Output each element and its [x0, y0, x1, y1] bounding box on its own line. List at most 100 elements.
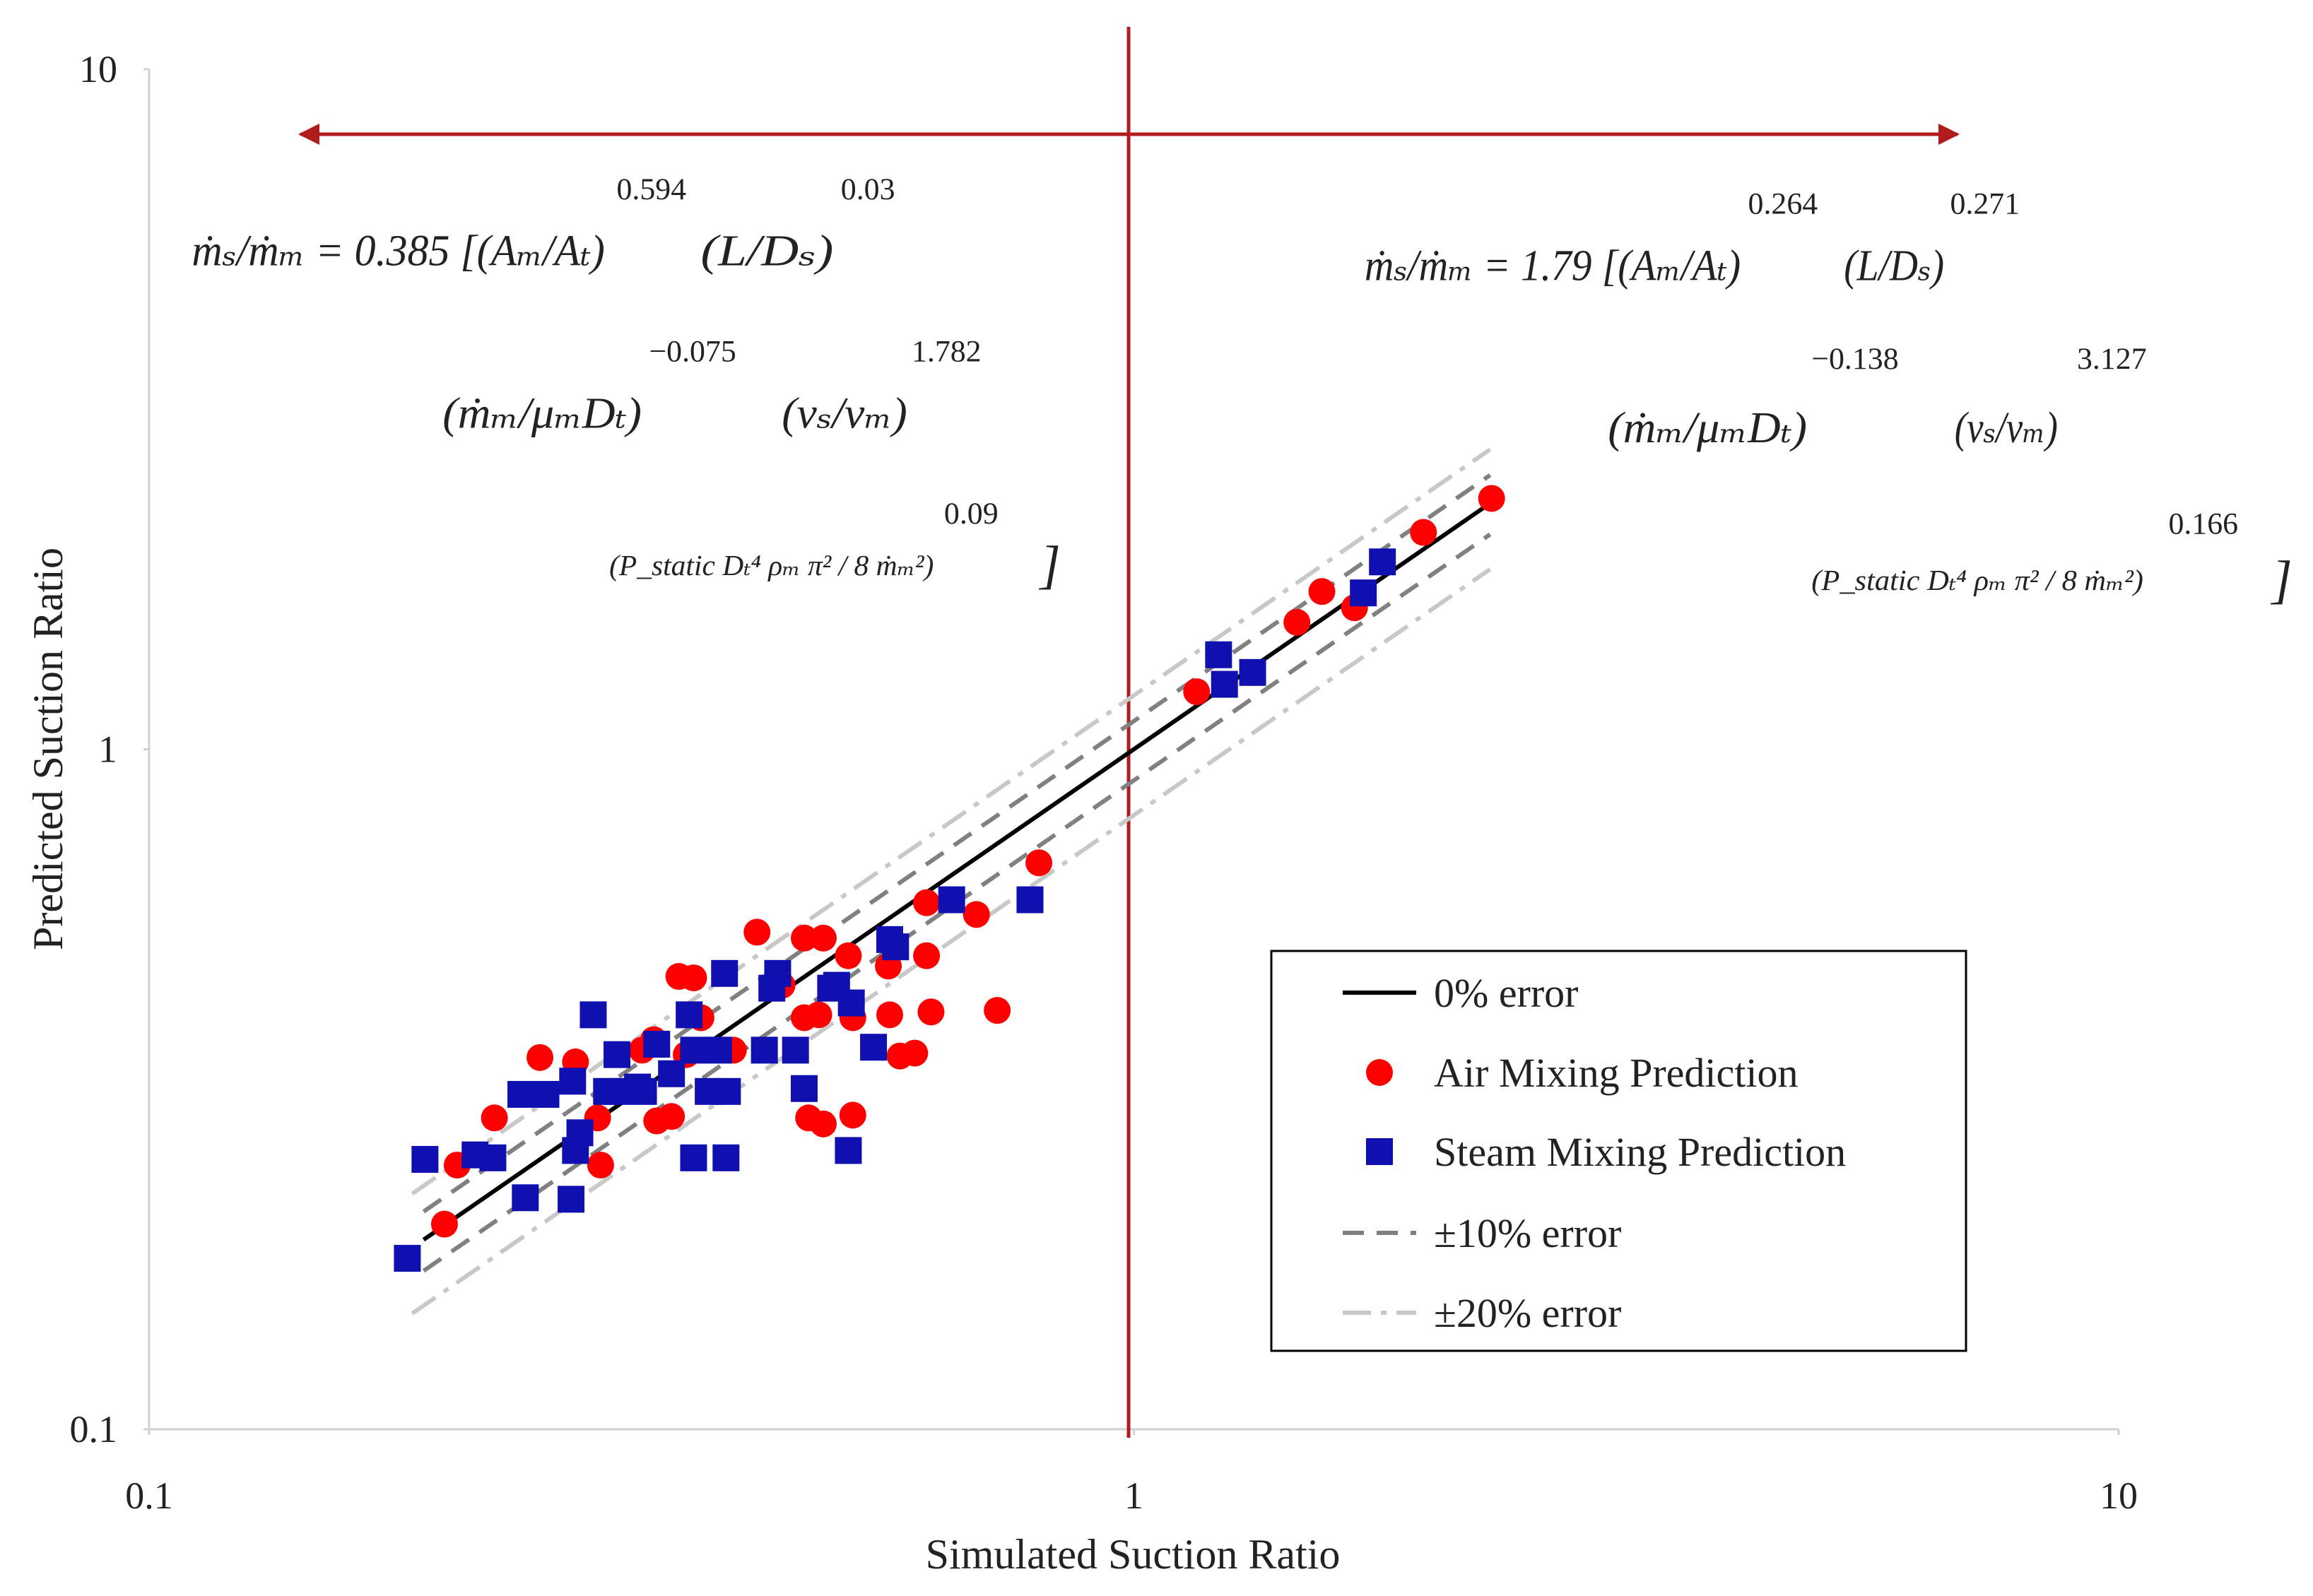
steam-point: [479, 1144, 507, 1171]
steam-point: [512, 1184, 539, 1212]
steam-point: [751, 1036, 778, 1064]
air-point: [1283, 608, 1311, 636]
air-point: [917, 998, 945, 1026]
y-tick-label: 0.1: [70, 1408, 118, 1450]
air-point: [805, 1001, 832, 1029]
x-tick-label: 1: [1124, 1474, 1143, 1517]
steam-point: [882, 933, 910, 961]
air-point: [984, 997, 1011, 1024]
steam-point: [559, 1068, 587, 1095]
steam-point: [1350, 579, 1377, 607]
legend-label: Steam Mixing Prediction: [1434, 1129, 1846, 1175]
steam-point: [835, 1137, 862, 1164]
equation-exponent: 0.594: [617, 172, 687, 206]
steam-point: [711, 959, 738, 987]
legend-label: Air Mixing Prediction: [1434, 1050, 1799, 1096]
air-point: [963, 901, 990, 928]
air-point: [835, 942, 862, 969]
air-point: [680, 964, 707, 992]
air-point: [809, 924, 837, 952]
equation-text: (ṁₘ/μₘDₜ): [1608, 403, 1807, 452]
equation-exponent: 3.127: [2077, 342, 2147, 376]
equation-text: (L/Dₛ): [1844, 241, 1944, 290]
equation-text: (P_static Dₜ⁴ ρₘ π² / 8 ṁₘ²): [1811, 564, 2143, 597]
air-point: [809, 1110, 837, 1137]
steam-point: [712, 1144, 740, 1171]
steam-point: [579, 1001, 607, 1029]
steam-point: [507, 1080, 535, 1108]
x-tick-label: 0.1: [125, 1474, 173, 1517]
steam-point: [532, 1080, 560, 1108]
steam-point: [1211, 670, 1238, 698]
air-point: [790, 924, 818, 952]
steam-point: [1369, 548, 1396, 576]
legend-label: ±10% error: [1434, 1210, 1621, 1256]
steam-point: [714, 1077, 741, 1105]
air-point: [913, 942, 941, 969]
equation-exponent: 0.271: [1950, 187, 2020, 221]
steam-point: [558, 1186, 585, 1213]
steam-point: [705, 1036, 732, 1064]
steam-point: [643, 1031, 671, 1058]
air-point: [481, 1104, 508, 1132]
equation-text: (L/Dₛ): [701, 226, 834, 276]
equation-exponent: 0.09: [944, 497, 999, 531]
equation-text: ṁₛ/ṁₘ = 1.79 [(Aₘ/Aₜ): [1365, 241, 1741, 290]
equation-text: (ṁₘ/μₘDₜ): [442, 388, 642, 437]
steam-point: [1016, 886, 1044, 914]
steam-point: [680, 1036, 707, 1064]
air-point: [1478, 485, 1505, 512]
air-point: [526, 1044, 554, 1071]
equation-text: ]: [2271, 550, 2293, 609]
y-axis-title: Predicted Suction Ratio: [25, 548, 71, 950]
air-point: [901, 1039, 929, 1067]
steam-point: [782, 1036, 809, 1064]
air-point: [1183, 678, 1211, 706]
equation-exponent: 1.782: [912, 334, 982, 368]
equation-text: ṁₛ/ṁₘ = 0.385 [(Aₘ/Aₜ): [192, 226, 604, 276]
steam-point: [837, 989, 865, 1017]
equation-exponent: 0.264: [1748, 187, 1818, 221]
air-point: [913, 889, 941, 916]
equation-text: (νₛ/νₘ): [782, 388, 907, 437]
steam-point: [604, 1041, 631, 1068]
air-point: [839, 1101, 866, 1129]
air-point: [587, 1152, 614, 1179]
error-line: [411, 447, 1492, 1196]
steam-point: [676, 1001, 703, 1029]
steam-point: [680, 1144, 707, 1171]
legend-label: 0% error: [1434, 970, 1579, 1016]
y-tick-label: 10: [79, 48, 117, 90]
equation-text: (νₛ/νₘ): [1955, 403, 2058, 452]
y-tick-label: 1: [98, 728, 117, 771]
steam-point: [1205, 641, 1232, 668]
steam-point: [1239, 658, 1266, 686]
steam-point: [790, 1075, 818, 1102]
steam-point: [860, 1034, 888, 1061]
steam-point: [764, 959, 791, 987]
x-tick-label: 10: [2100, 1474, 2138, 1517]
air-point: [1308, 578, 1336, 605]
equation-exponent: 0.03: [841, 172, 895, 206]
air-point: [1410, 519, 1437, 546]
steam-point: [566, 1119, 594, 1147]
air-point: [743, 918, 771, 946]
equation-text: (P_static Dₜ⁴ ρₘ π² / 8 ṁₘ²): [609, 550, 934, 582]
equation-text: ]: [1039, 536, 1061, 595]
steam-point: [938, 886, 965, 914]
steam-point: [630, 1077, 657, 1105]
legend-label: ±20% error: [1434, 1290, 1621, 1336]
air-point: [876, 1001, 903, 1029]
air-point: [430, 1210, 458, 1238]
steam-point: [394, 1245, 421, 1272]
legend-swatch: [1366, 1059, 1393, 1086]
equation-exponent: 0.166: [2168, 507, 2238, 541]
equation-exponent: −0.138: [1811, 342, 1898, 376]
steam-point: [658, 1060, 685, 1087]
air-point: [658, 1103, 685, 1130]
air-point: [1025, 849, 1053, 877]
legend-swatch: [1366, 1138, 1393, 1165]
error-line: [411, 567, 1492, 1316]
equation-exponent: −0.075: [649, 334, 736, 368]
